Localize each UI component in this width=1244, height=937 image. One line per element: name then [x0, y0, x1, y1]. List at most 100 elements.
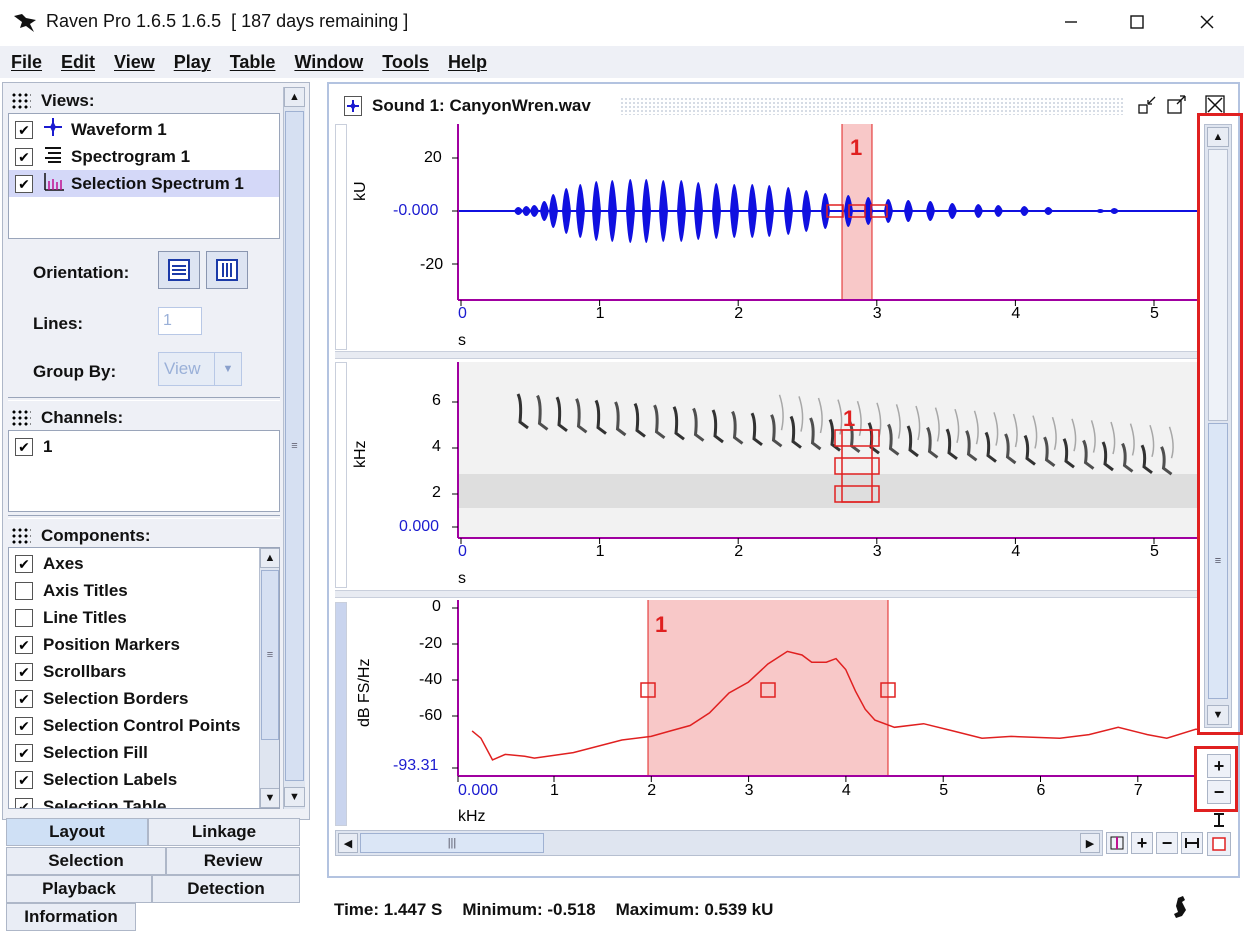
component-item[interactable]: ✔ Selection Control Points [9, 712, 259, 739]
scroll-right-arrow-icon[interactable]: ▶ [1080, 833, 1100, 853]
view-marker-button[interactable] [1106, 832, 1128, 854]
component-checkbox[interactable] [15, 581, 33, 600]
view-checkbox[interactable]: ✔ [15, 174, 33, 193]
selection-spectrum-plot[interactable] [348, 600, 1216, 826]
view-checkbox[interactable]: ✔ [15, 147, 33, 166]
tab-linkage[interactable]: Linkage [148, 818, 300, 846]
zoom-out-button[interactable]: − [1207, 780, 1231, 804]
syllable-trace [1160, 446, 1173, 476]
component-checkbox[interactable]: ✔ [15, 689, 33, 708]
tab-playback[interactable]: Playback [6, 875, 152, 903]
spectrogram-plot[interactable] [348, 362, 1197, 588]
component-checkbox[interactable]: ✔ [15, 635, 33, 654]
component-item[interactable]: Axis Titles [9, 577, 259, 604]
component-item[interactable]: ✔ Selection Borders [9, 685, 259, 712]
chevron-down-icon[interactable]: ▼ [222, 363, 234, 375]
menu-window[interactable]: Window [294, 51, 364, 72]
syllable-trace [555, 396, 568, 432]
pane-handle[interactable] [335, 124, 347, 350]
scroll-thumb[interactable]: ≡ [261, 570, 279, 740]
menu-tools[interactable]: Tools [382, 51, 429, 72]
scroll-up-arrow-icon[interactable]: ▲ [284, 87, 305, 107]
horizontal-zoom-out-button[interactable]: − [1156, 832, 1178, 854]
close-button[interactable] [1172, 0, 1242, 44]
sound-horizontal-scrollbar[interactable]: ◀ ||| ▶ [335, 830, 1103, 856]
menu-file[interactable]: File [11, 51, 43, 72]
spectrogram-view[interactable] [348, 362, 1197, 588]
grip-icon[interactable] [11, 527, 31, 545]
zoom-fit-vertical-icon[interactable] [1211, 812, 1227, 827]
scroll-left-arrow-icon[interactable]: ◀ [338, 833, 358, 853]
view-checkbox[interactable]: ✔ [15, 120, 33, 139]
menu-help[interactable]: Help [447, 51, 487, 72]
selection-spectrum-view[interactable] [348, 600, 1216, 826]
side-panel-scrollbar[interactable]: ▲ ≡ ▼ [283, 87, 305, 809]
scroll-thumb[interactable]: ≡ [1208, 423, 1228, 699]
sound-window-titlebar[interactable]: Sound 1: CanyonWren.wav [332, 92, 1237, 120]
syllable-trace [887, 423, 900, 456]
pane-splitter[interactable] [335, 590, 1197, 598]
grip-icon[interactable] [11, 409, 31, 427]
scroll-down-arrow-icon[interactable]: ▼ [284, 787, 305, 807]
waveform-view[interactable] [348, 124, 1206, 350]
view-item-spectrogram[interactable]: ✔ Spectrogram 1 [9, 143, 279, 170]
orientation-label: Orientation: [33, 263, 130, 282]
component-checkbox[interactable]: ✔ [15, 554, 33, 573]
component-item[interactable]: ✔ Selection Labels [9, 766, 259, 793]
component-checkbox[interactable]: ✔ [15, 770, 33, 789]
scroll-thumb[interactable]: ||| [360, 833, 544, 853]
component-item[interactable]: ✔ Selection Fill [9, 739, 259, 766]
view-item-waveform[interactable]: ✔ Waveform 1 [9, 116, 279, 143]
menu-view[interactable]: View [114, 51, 155, 72]
syllable-trace [633, 402, 646, 438]
view-item-selection-spectrum[interactable]: ✔ Selection Spectrum 1 [9, 170, 279, 197]
tab-layout[interactable]: Layout [6, 818, 148, 846]
scroll-thumb[interactable]: ≡ [285, 111, 304, 781]
component-item[interactable]: ✔ Scrollbars [9, 658, 259, 685]
maximize-window-icon[interactable] [1166, 94, 1188, 116]
component-checkbox[interactable]: ✔ [15, 797, 33, 808]
component-checkbox[interactable]: ✔ [15, 743, 33, 762]
group-by-select[interactable]: View ▼ [158, 352, 242, 386]
scroll-down-arrow-icon[interactable]: ▼ [260, 788, 279, 808]
scroll-thumb[interactable] [1208, 149, 1228, 421]
channel-item[interactable]: ✔ 1 [9, 433, 279, 460]
minimize-window-icon[interactable] [1137, 94, 1159, 116]
horizontal-zoom-in-button[interactable]: + [1131, 832, 1153, 854]
tab-information[interactable]: Information [6, 903, 136, 931]
scroll-up-arrow-icon[interactable]: ▲ [260, 548, 279, 568]
menu-edit[interactable]: Edit [61, 51, 96, 72]
selection-color-button[interactable] [1207, 832, 1231, 856]
zoom-in-button[interactable]: + [1207, 754, 1231, 778]
scroll-up-arrow-icon[interactable]: ▲ [1207, 127, 1229, 147]
maximize-button[interactable] [1102, 0, 1172, 44]
pane-splitter[interactable] [335, 351, 1197, 359]
component-item[interactable]: ✔ Selection Table [9, 793, 259, 808]
syllable-trace [828, 418, 841, 452]
menu-play[interactable]: Play [173, 51, 211, 72]
tab-selection[interactable]: Selection [6, 847, 166, 875]
waveform-plot[interactable] [348, 124, 1206, 350]
orientation-horizontal-button[interactable] [158, 251, 200, 289]
minimize-button[interactable] [1036, 0, 1106, 44]
selection-border [841, 429, 873, 503]
lines-field[interactable]: 1 [158, 307, 202, 335]
components-scrollbar[interactable]: ▲ ≡ ▼ [259, 548, 279, 808]
zoom-fit-horizontal-icon[interactable] [1181, 832, 1203, 854]
menu-table[interactable]: Table [229, 51, 276, 72]
tab-detection[interactable]: Detection [152, 875, 300, 903]
grip-icon[interactable] [11, 92, 31, 110]
component-item[interactable]: ✔ Position Markers [9, 631, 259, 658]
sound-vertical-scrollbar[interactable]: ▲ ≡ ▼ [1204, 124, 1232, 728]
pane-handle[interactable] [335, 362, 347, 588]
component-checkbox[interactable] [15, 608, 33, 627]
component-checkbox[interactable]: ✔ [15, 662, 33, 681]
component-checkbox[interactable]: ✔ [15, 716, 33, 735]
component-item[interactable]: ✔ Axes [9, 550, 259, 577]
orientation-vertical-button[interactable] [206, 251, 248, 289]
pane-handle[interactable] [335, 602, 347, 826]
channel-checkbox[interactable]: ✔ [15, 437, 33, 456]
component-item[interactable]: Line Titles [9, 604, 259, 631]
scroll-down-arrow-icon[interactable]: ▼ [1207, 705, 1229, 725]
tab-review[interactable]: Review [166, 847, 300, 875]
